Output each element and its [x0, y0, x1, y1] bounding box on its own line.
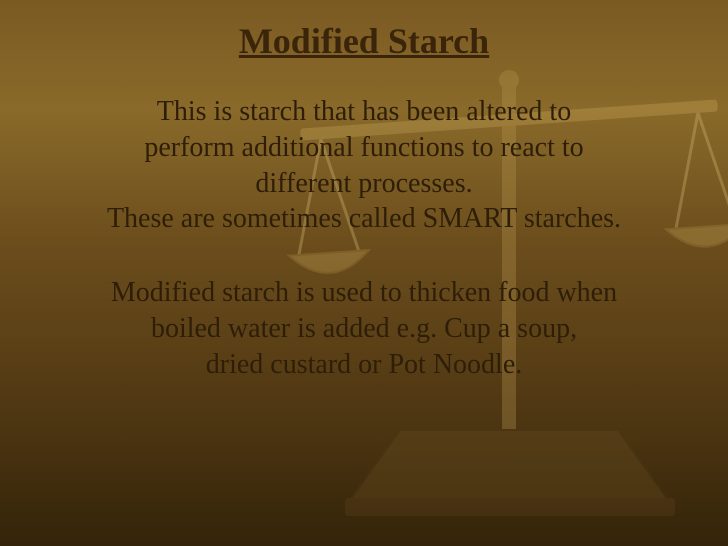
- slide-body: This is starch that has been altered to …: [0, 94, 728, 383]
- body-line: dried custard or Pot Noodle.: [0, 347, 728, 383]
- body-line: Modified starch is used to thicken food …: [0, 275, 728, 311]
- paragraph-gap: [0, 237, 728, 275]
- body-line: This is starch that has been altered to: [0, 94, 728, 130]
- slide: Modified Starch This is starch that has …: [0, 0, 728, 546]
- body-line: These are sometimes called SMART starche…: [0, 201, 728, 237]
- body-line: different processes.: [0, 166, 728, 202]
- slide-title: Modified Starch: [0, 20, 728, 62]
- body-line: perform additional functions to react to: [0, 130, 728, 166]
- body-line: boiled water is added e.g. Cup a soup,: [0, 311, 728, 347]
